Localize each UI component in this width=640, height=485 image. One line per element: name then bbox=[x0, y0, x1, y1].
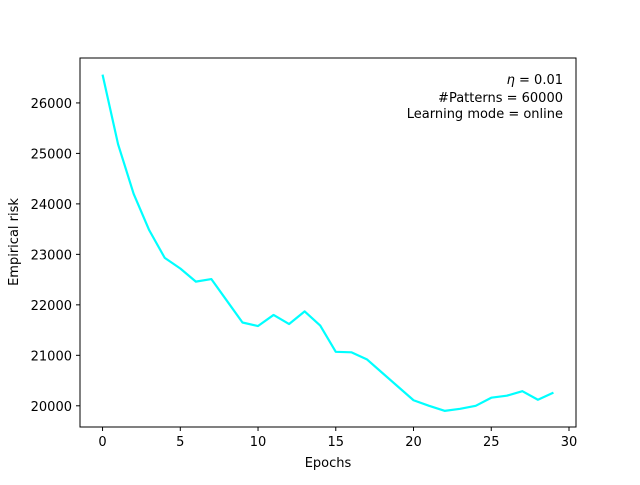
x-tick-label: 5 bbox=[176, 435, 184, 450]
y-tick-label: 25000 bbox=[31, 147, 72, 162]
annotation-patterns: #Patterns = 60000 bbox=[438, 91, 563, 106]
x-tick-label: 25 bbox=[483, 435, 500, 450]
x-tick-label: 15 bbox=[328, 435, 345, 450]
annotation-eta-value: = 0.01 bbox=[515, 73, 563, 88]
y-tick-label: 20000 bbox=[31, 400, 72, 415]
x-tick-label: 10 bbox=[250, 435, 267, 450]
y-tick-label: 23000 bbox=[31, 248, 72, 263]
annotation-eta-symbol: η bbox=[507, 73, 515, 88]
annotation-eta: η = 0.01 bbox=[507, 73, 563, 88]
x-tick-label: 20 bbox=[405, 435, 422, 450]
x-tick-label: 30 bbox=[561, 435, 578, 450]
annotation-learning-mode: Learning mode = online bbox=[407, 107, 563, 122]
y-tick-label: 24000 bbox=[31, 198, 72, 213]
y-tick-label: 22000 bbox=[31, 299, 72, 314]
x-axis-label: Epochs bbox=[305, 456, 352, 471]
y-tick-label: 21000 bbox=[31, 349, 72, 364]
x-tick-label: 0 bbox=[98, 435, 106, 450]
y-axis-label: Empirical risk bbox=[7, 198, 22, 286]
y-tick-label: 26000 bbox=[31, 97, 72, 112]
